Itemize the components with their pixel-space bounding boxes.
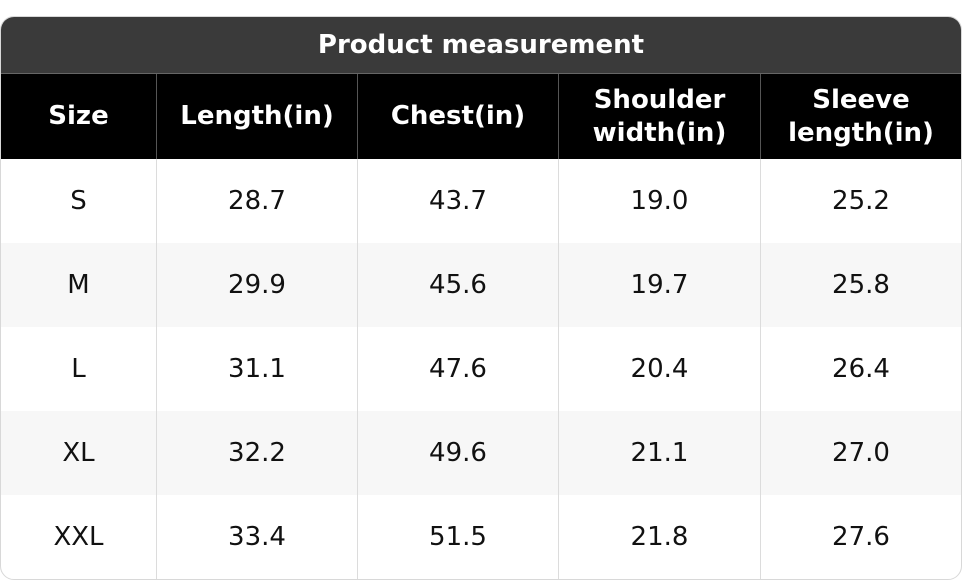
column-header: Shoulder width(in) bbox=[558, 74, 760, 159]
size-cell: M bbox=[1, 243, 156, 327]
column-header: Chest(in) bbox=[357, 74, 558, 159]
value-cell: 19.0 bbox=[558, 159, 760, 243]
value-cell: 25.8 bbox=[760, 243, 961, 327]
size-cell: XL bbox=[1, 411, 156, 495]
table-title: Product measurement bbox=[1, 17, 961, 74]
value-cell: 51.5 bbox=[357, 495, 558, 579]
value-cell: 43.7 bbox=[357, 159, 558, 243]
value-cell: 28.7 bbox=[156, 159, 357, 243]
size-cell: XXL bbox=[53, 522, 104, 552]
column-header: Length(in) bbox=[156, 74, 357, 159]
value-cell: 25.2 bbox=[760, 159, 961, 243]
value-cell: 31.1 bbox=[156, 327, 357, 411]
value-cell: 21.8 bbox=[558, 495, 760, 579]
size-cell: S bbox=[70, 186, 87, 216]
value-cell: 32.2 bbox=[156, 411, 357, 495]
value-cell: 33.4 bbox=[156, 495, 357, 579]
value-cell: 45.6 bbox=[357, 243, 558, 327]
value-cell: 21.1 bbox=[558, 411, 760, 495]
measurement-card: Product measurement Size Length(in) Chest(… bbox=[0, 16, 962, 580]
value-cell: 19.7 bbox=[558, 243, 760, 327]
size-cell: L bbox=[71, 354, 86, 384]
value-cell: 20.4 bbox=[558, 327, 760, 411]
value-cell: 29.9 bbox=[156, 243, 357, 327]
column-header: Size bbox=[1, 74, 156, 159]
value-cell: 27.0 bbox=[760, 411, 961, 495]
value-cell: 47.6 bbox=[357, 327, 558, 411]
value-cell: 49.6 bbox=[357, 411, 558, 495]
value-cell: 27.6 bbox=[760, 495, 961, 579]
table: Size Length(in) Chest(in) Shoulder width(in… bbox=[1, 74, 961, 579]
value-cell: 26.4 bbox=[760, 327, 961, 411]
column-header: Sleeve length(in) bbox=[760, 74, 961, 159]
